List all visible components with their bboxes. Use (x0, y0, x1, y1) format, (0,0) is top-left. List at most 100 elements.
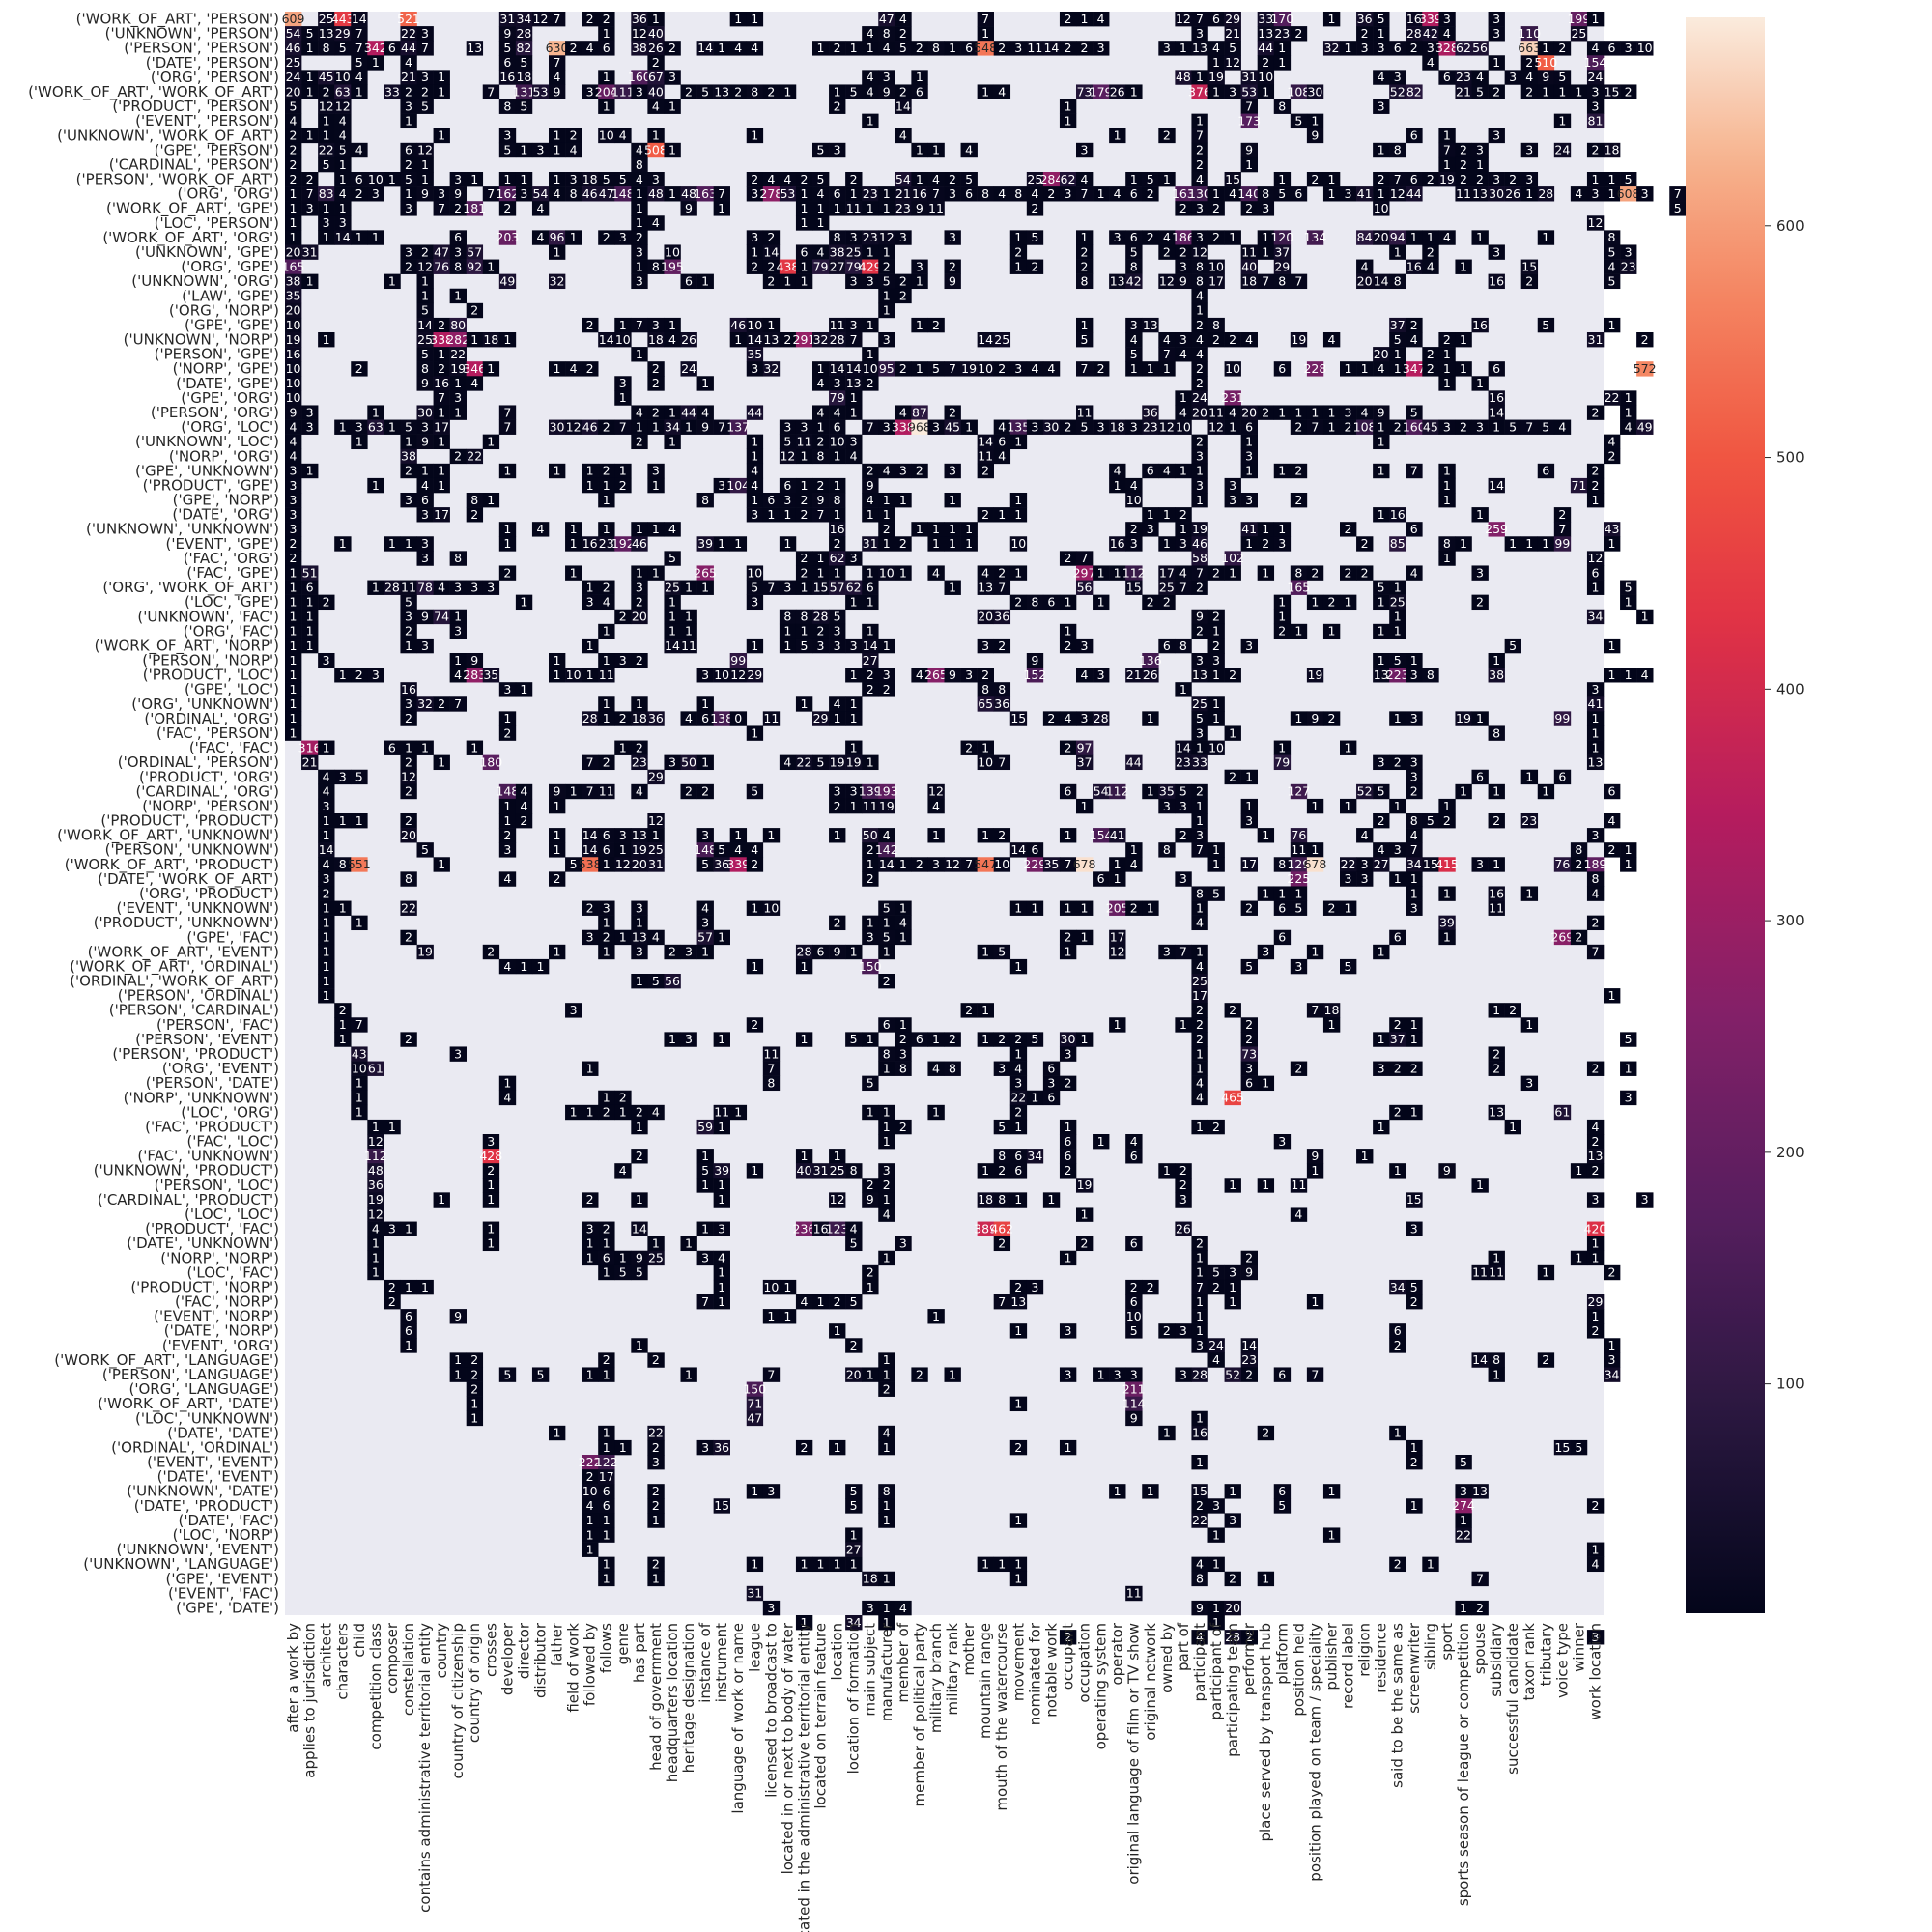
cell-value-label: 7 (1410, 464, 1418, 478)
cell-value-label: 1 (636, 215, 643, 230)
cell-value-label: 24 (286, 70, 301, 84)
cell-value-label: 1 (1047, 1192, 1055, 1207)
cell-value-label: 1 (619, 842, 627, 857)
cell-value-label: 3 (751, 230, 758, 244)
cell-value-label: 1 (1509, 1120, 1517, 1134)
column-tick-label: manufacturer (878, 1622, 895, 1721)
cell-value-label: 1 (1014, 230, 1022, 244)
cell-value-label: 6 (1278, 361, 1286, 376)
cell-value-label: 2 (1212, 565, 1220, 580)
cell-value-label: 3 (1229, 1513, 1236, 1527)
cell-value-label: 8 (1427, 668, 1435, 682)
cell-value-label: 4 (1047, 361, 1055, 376)
cell-value-label: 11 (681, 639, 696, 653)
cell-value-label: 112 (364, 1149, 387, 1163)
cell-value-label: 52 (1390, 84, 1406, 99)
cell-value-label: 46 (1192, 536, 1208, 551)
cell-value-label: 4 (685, 711, 693, 725)
cell-value-label: 34 (1588, 610, 1604, 624)
cell-value-label: 11 (1241, 244, 1257, 259)
cell-value-label: 8 (1294, 565, 1302, 580)
cell-value-label: 13 (714, 84, 729, 99)
cell-value-label: 2 (1558, 41, 1566, 55)
cell-value-label: 2 (834, 1294, 841, 1309)
cell-value-label: 2 (949, 405, 956, 419)
cell-value-label: 3 (372, 186, 380, 201)
cell-value-label: 1 (636, 201, 643, 215)
cell-value-label: 1 (603, 1513, 611, 1527)
cell-value-label: 1 (586, 478, 594, 493)
cell-value-label: 11 (863, 799, 878, 813)
cell-value-label: 16 (1489, 886, 1504, 900)
cell-value-label: 24 (1554, 143, 1570, 157)
heatmap-cell (1240, 70, 1258, 85)
cell-value-label: 5 (1278, 1498, 1286, 1513)
cell-value-label: 6 (883, 1017, 891, 1032)
column-tick-label: winner (1570, 1622, 1587, 1672)
cell-value-label: 2 (1064, 419, 1071, 434)
cell-value-label: 5 (1625, 580, 1633, 594)
heatmap-cell (351, 12, 368, 27)
cell-value-label: 10 (747, 565, 762, 580)
heatmap-cell (631, 70, 648, 85)
heatmap-cell (1175, 41, 1192, 56)
heatmap-cell (285, 113, 302, 129)
heatmap-cell (746, 41, 764, 56)
cell-value-label: 1 (751, 1556, 758, 1571)
cell-value-label: 4 (1014, 1061, 1022, 1075)
cell-value-label: 4 (1378, 361, 1385, 376)
cell-value-label: 1 (290, 186, 298, 201)
cell-value-label: 2 (405, 259, 412, 273)
cell-value-label: 1 (1591, 1251, 1599, 1265)
cell-value-label: 1 (619, 464, 627, 478)
cell-value-label: 1 (1081, 1032, 1089, 1046)
cell-value-label: 1 (734, 1105, 742, 1120)
cell-value-label: 4 (867, 493, 874, 507)
cell-value-label: 2 (916, 857, 923, 871)
heatmap-cell (598, 128, 615, 144)
cell-value-label: 28 (1094, 711, 1109, 725)
heatmap-cell (911, 70, 928, 85)
cell-value-label: 2 (339, 1003, 347, 1017)
cell-value-label: 1 (800, 478, 808, 493)
cell-value-label: 2 (1427, 244, 1435, 259)
cell-value-label: 1 (603, 1367, 611, 1381)
cell-value-label: 38 (632, 41, 647, 55)
cell-value-label: 5 (1625, 1032, 1633, 1046)
cell-value-label: 1 (1625, 594, 1633, 609)
cell-value-label: 1 (1014, 434, 1022, 448)
cell-value-label: 3 (290, 507, 298, 522)
cell-value-label: 6 (405, 143, 412, 157)
cell-value-label: 1 (652, 565, 660, 580)
cell-value-label: 1 (867, 347, 874, 361)
cell-value-label: 28 (1192, 1367, 1208, 1381)
cell-value-label: 1 (949, 536, 956, 551)
cell-value-label: 2 (652, 376, 660, 390)
cell-value-label: 4 (603, 594, 611, 609)
cell-value-label: 1 (718, 1265, 725, 1280)
cell-value-label: 4 (932, 565, 940, 580)
cell-value-label: 12 (632, 26, 647, 41)
cell-value-label: 1 (355, 1105, 363, 1120)
cell-value-label: 1 (1410, 1032, 1418, 1046)
cell-value-label: 3 (1179, 259, 1187, 273)
cell-value-label: 1 (981, 84, 989, 99)
heatmap-cell (498, 142, 517, 158)
cell-value-label: 204 (595, 84, 618, 99)
cell-value-label: 6 (388, 740, 396, 754)
cell-value-label: 8 (1014, 186, 1022, 201)
cell-value-label: 10 (747, 318, 762, 332)
cell-value-label: 199 (1567, 12, 1590, 26)
cell-value-label: 48 (1176, 70, 1191, 84)
cell-value-label: 22 (797, 754, 812, 769)
heatmap-cell (1520, 84, 1539, 99)
cell-value-label: 5 (817, 754, 825, 769)
cell-value-label: 7 (1081, 361, 1089, 376)
cell-value-label: 2 (1476, 172, 1484, 186)
cell-value-label: 1 (817, 215, 825, 230)
cell-value-label: 1 (1460, 361, 1467, 376)
cell-value-label: 1 (701, 376, 709, 390)
cell-value-label: 2 (1014, 1280, 1022, 1294)
cell-value-label: 26 (648, 41, 664, 55)
cell-value-label: 2 (636, 740, 643, 754)
